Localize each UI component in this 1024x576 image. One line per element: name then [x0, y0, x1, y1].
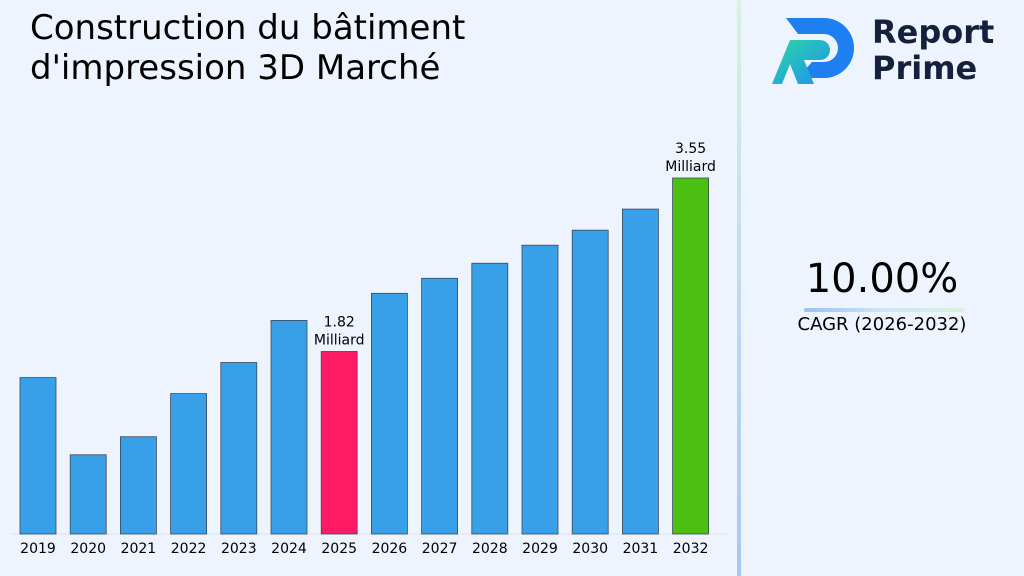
x-tick-label-2019: 2019 [20, 541, 56, 557]
bar-2022 [170, 393, 208, 535]
cagr-label: CAGR (2026-2032) [797, 314, 967, 335]
bar-2019 [19, 377, 57, 535]
brand-line-1: Report [872, 13, 995, 51]
report-prime-logo-icon [772, 18, 854, 84]
brand-line-2: Prime [872, 49, 978, 87]
bar-chart: 2019 2020 2021 2022 2023 2024 2025 2026 2027 2028… [12, 141, 727, 557]
x-tick-label-2026: 2026 [372, 541, 408, 557]
x-tick-label-2030: 2030 [572, 541, 608, 557]
x-tick-label-2032: 2032 [673, 541, 709, 557]
panel-divider [737, 0, 741, 576]
bar-2023 [220, 362, 258, 535]
brand-name: Report Prime [872, 14, 994, 86]
data-label-value-2032: 3.55 [675, 141, 706, 157]
x-tick-label-2022: 2022 [171, 541, 207, 557]
bar-2020 [69, 454, 107, 535]
bar-2026 [370, 292, 408, 535]
x-tick-label-2031: 2031 [623, 541, 659, 557]
chart-title: Construction du bâtiment d'impression 3D… [30, 8, 466, 88]
bar-2032 [672, 177, 709, 535]
bar-2029 [521, 244, 559, 535]
bar-2030 [571, 229, 609, 535]
cagr-underline [804, 308, 964, 312]
data-label-unit-2025: Milliard [314, 332, 365, 348]
bar-2028 [471, 262, 509, 535]
bar-2024 [270, 319, 308, 535]
bar-2021 [120, 436, 157, 535]
bar-2025 [320, 351, 358, 535]
data-label-value-2025: 1.82 [324, 314, 355, 330]
cagr-value: 10.00% [805, 256, 959, 302]
x-tick-label-2027: 2027 [422, 541, 458, 557]
data-label-unit-2032: Milliard [665, 159, 716, 175]
bar-2027 [421, 277, 459, 535]
x-tick-label-2024: 2024 [271, 541, 307, 557]
x-tick-label-2020: 2020 [70, 541, 106, 557]
x-tick-label-2023: 2023 [221, 541, 257, 557]
x-tick-label-2028: 2028 [472, 541, 508, 557]
bar-2031 [622, 208, 659, 535]
x-tick-label-2021: 2021 [121, 541, 157, 557]
x-tick-label-2029: 2029 [522, 541, 558, 557]
x-tick-label-2025: 2025 [321, 541, 357, 557]
